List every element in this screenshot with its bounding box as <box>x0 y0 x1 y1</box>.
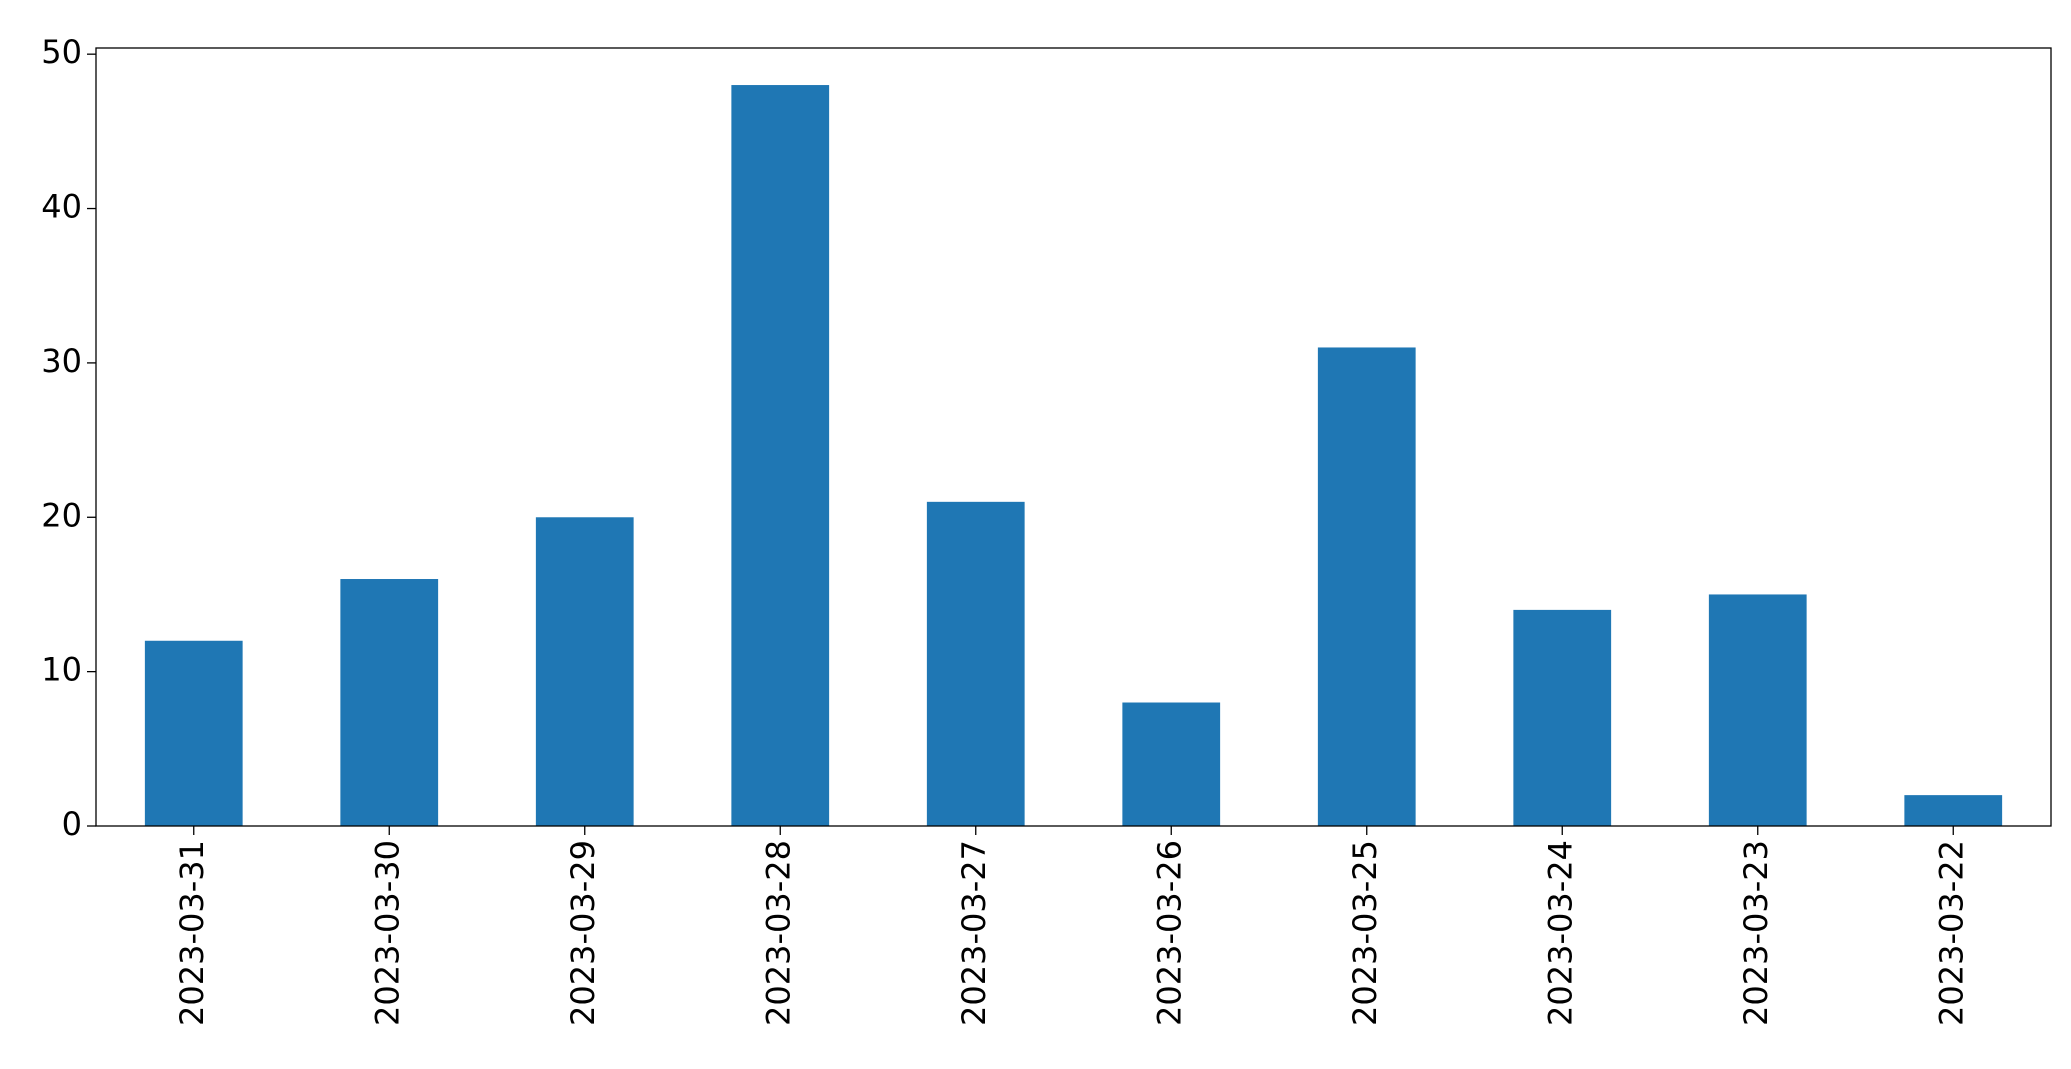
bar <box>144 640 243 826</box>
x-tick-label: 2023-03-25 <box>1346 840 1384 1026</box>
x-tick-label: 2023-03-28 <box>759 840 797 1026</box>
x-tick-label: 2023-03-23 <box>1737 840 1775 1026</box>
bar <box>1317 347 1416 826</box>
x-tick-label: 2023-03-26 <box>1150 840 1188 1026</box>
y-tick-label: 10 <box>41 651 82 689</box>
y-tick-label: 20 <box>41 496 82 534</box>
y-tick-label: 50 <box>41 33 82 71</box>
y-tick-label: 30 <box>41 342 82 380</box>
y-tick-label: 0 <box>62 805 82 843</box>
bar <box>535 517 634 826</box>
bar <box>1904 795 2003 826</box>
x-tick-label: 2023-03-29 <box>564 840 602 1026</box>
x-tick-label: 2023-03-30 <box>368 840 406 1026</box>
bar <box>340 579 439 826</box>
bar <box>926 501 1025 826</box>
bar <box>1708 594 1807 826</box>
bar <box>731 85 830 827</box>
x-tick-label: 2023-03-27 <box>955 840 993 1026</box>
bar <box>1122 702 1221 826</box>
x-tick-label: 2023-03-22 <box>1932 840 1970 1026</box>
bar <box>1513 609 1612 826</box>
y-tick-label: 40 <box>41 188 82 226</box>
plot-frame <box>95 47 2052 827</box>
x-tick-label: 2023-03-31 <box>173 840 211 1026</box>
x-tick-label: 2023-03-24 <box>1541 840 1579 1026</box>
